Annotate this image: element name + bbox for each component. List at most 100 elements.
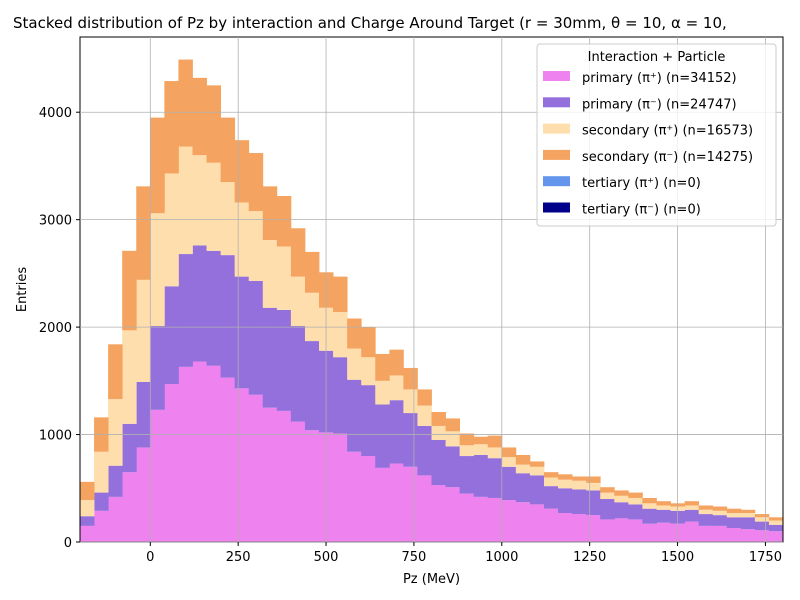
bar-series-1-bin-39 [628,504,643,520]
bar-series-1-bin-24 [417,425,432,476]
bar-series-1-bin-14 [276,309,292,411]
bar-series-3-bin-13 [262,186,278,241]
bar-series-0-bin-14 [276,410,292,542]
bar-series-2-bin-26 [445,431,461,447]
bar-series-1-bin-15 [290,326,306,422]
bar-series-0-bin-34 [558,512,573,542]
y-axis-label: Entries [15,267,30,313]
bar-series-1-bin-31 [515,473,531,503]
bar-series-1-bin-18 [333,357,348,434]
bar-series-1-bin-13 [262,307,278,408]
bar-series-0-bin-28 [473,496,489,542]
bar-series-0-bin-40 [642,523,657,542]
legend-swatch [543,71,570,81]
bar-series-0-bin-47 [740,529,756,542]
bar-series-0-bin-43 [684,521,700,542]
bar-series-0-bin-41 [656,522,671,542]
bar-series-3-bin-5 [150,117,165,214]
bar-series-0-bin-0 [80,525,95,542]
bar-series-2-bin-14 [276,246,292,310]
bar-series-0-bin-1 [94,510,109,542]
bar-series-3-bin-31 [515,454,531,465]
bar-series-2-bin-15 [290,276,306,327]
bar-series-3-bin-18 [333,276,348,313]
bar-series-2-bin-19 [347,348,362,380]
x-tick-label: 1500 [661,550,694,565]
bar-series-1-bin-11 [234,276,250,389]
bar-series-0-bin-46 [726,528,742,542]
bar-series-1-bin-34 [558,488,573,513]
bar-series-1-bin-20 [361,385,376,457]
bar-series-3-bin-20 [361,327,376,358]
bar-series-2-bin-2 [108,399,123,466]
bar-series-2-bin-33 [543,477,559,487]
bar-series-2-bin-29 [487,447,503,459]
bar-series-2-bin-47 [740,512,756,518]
bar-series-3-bin-48 [754,514,770,518]
bar-series-3-bin-40 [642,497,657,504]
bar-series-2-bin-7 [178,146,193,255]
bar-series-2-bin-27 [459,445,475,457]
bar-series-2-bin-34 [558,479,573,489]
bar-series-0-bin-37 [600,519,615,542]
bar-series-2-bin-16 [304,292,320,342]
bar-series-1-bin-8 [192,245,207,362]
x-tick-label: 0 [146,550,154,565]
bar-series-3-bin-39 [628,492,643,498]
bar-series-2-bin-35 [572,480,587,490]
bar-series-3-bin-14 [276,196,292,247]
bar-series-3-bin-7 [178,59,193,147]
bar-series-3-bin-19 [347,318,362,349]
bar-series-0-bin-32 [529,504,545,542]
bar-series-0-bin-36 [586,515,601,542]
bar-series-3-bin-11 [234,140,250,203]
bar-series-1-bin-9 [206,250,221,366]
bar-series-2-bin-28 [473,444,489,455]
bar-series-3-bin-10 [220,117,236,183]
bar-series-1-bin-45 [712,515,728,526]
x-tick-label: 1250 [573,550,606,565]
bar-series-3-bin-37 [600,487,615,493]
bar-series-1-bin-30 [501,466,517,501]
bar-series-2-bin-22 [389,375,404,401]
bar-series-3-bin-3 [122,250,137,331]
bar-series-0-bin-44 [698,525,714,542]
bar-series-2-bin-6 [164,173,179,287]
bar-series-1-bin-7 [178,254,193,367]
bar-series-3-bin-22 [389,349,404,376]
bar-series-3-bin-41 [656,501,671,506]
bar-series-3-bin-4 [136,186,151,280]
bar-series-2-bin-8 [192,155,207,246]
bar-series-2-bin-11 [234,202,250,277]
bar-series-2-bin-30 [501,457,517,467]
bar-series-2-bin-31 [515,464,531,474]
bar-series-3-bin-30 [501,447,517,458]
bar-series-0-bin-48 [754,530,770,542]
bar-series-1-bin-33 [543,486,559,509]
bar-series-3-bin-35 [572,476,587,481]
bar-series-1-bin-10 [220,255,236,378]
x-tick-label: 1750 [749,550,782,565]
bar-series-0-bin-2 [108,496,123,542]
bar-series-0-bin-7 [178,366,193,542]
y-tick-label: 1000 [39,429,72,444]
bar-series-0-bin-13 [262,407,278,542]
y-tick-label: 0 [64,536,72,551]
bar-series-0-bin-3 [122,472,137,542]
bar-series-2-bin-40 [642,503,657,509]
bar-series-3-bin-9 [206,85,221,163]
bar-series-0-bin-9 [206,365,221,542]
bar-series-1-bin-19 [347,379,362,452]
bar-series-2-bin-37 [600,492,615,500]
bar-series-1-bin-16 [304,341,320,431]
bar-series-1-bin-40 [642,508,657,524]
bar-series-0-bin-25 [431,485,446,542]
bar-series-3-bin-8 [192,77,207,156]
bar-series-1-bin-23 [403,413,418,467]
x-tick-label: 500 [314,550,339,565]
bar-series-1-bin-25 [431,439,446,486]
bar-series-3-bin-44 [698,505,714,510]
bar-series-3-bin-27 [459,433,475,446]
bar-series-1-bin-5 [150,326,165,410]
bar-series-1-bin-32 [529,475,545,505]
